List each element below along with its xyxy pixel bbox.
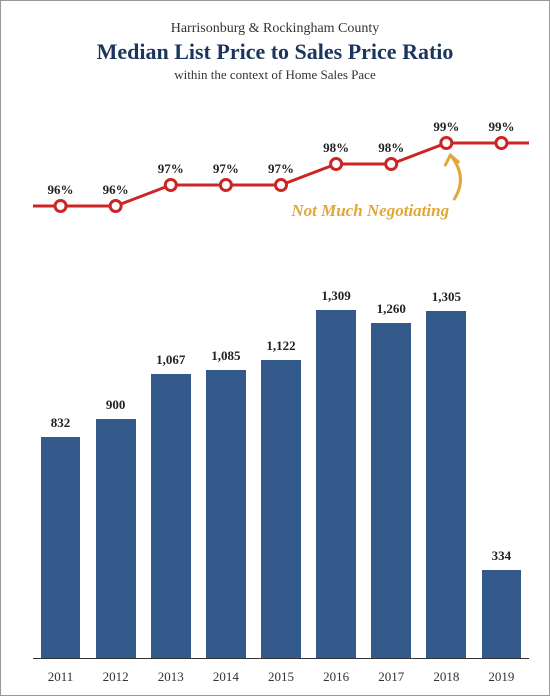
bar bbox=[482, 570, 522, 659]
x-axis-label: 2015 bbox=[253, 669, 308, 685]
bar bbox=[96, 419, 136, 659]
bar-slot: 334 bbox=[474, 548, 529, 659]
x-axis-label: 2016 bbox=[309, 669, 364, 685]
bar-value-label: 1,122 bbox=[266, 338, 295, 354]
bar-slot: 1,309 bbox=[309, 288, 364, 659]
bar-slot: 1,260 bbox=[364, 301, 419, 659]
bar bbox=[261, 360, 301, 659]
bar-slot: 900 bbox=[88, 397, 143, 659]
bar-value-label: 900 bbox=[106, 397, 126, 413]
x-axis-labels: 201120122013201420152016201720182019 bbox=[33, 669, 529, 685]
bar-slot: 832 bbox=[33, 415, 88, 659]
line-region: 96%96%97%97%97%98%98%99%99% Not Much Neg… bbox=[33, 101, 529, 241]
bar-value-label: 1,067 bbox=[156, 352, 185, 368]
annotation-text: Not Much Negotiating bbox=[291, 201, 449, 221]
title: Median List Price to Sales Price Ratio bbox=[19, 39, 531, 65]
plot-area: 96%96%97%97%97%98%98%99%99% Not Much Neg… bbox=[33, 101, 529, 659]
bar-value-label: 832 bbox=[51, 415, 71, 431]
bars: 832 900 1,067 1,085 1,122 1,309 1,260 1,305 334 bbox=[33, 259, 529, 659]
bar-slot: 1,122 bbox=[253, 338, 308, 659]
bar-value-label: 1,260 bbox=[377, 301, 406, 317]
x-axis-label: 2011 bbox=[33, 669, 88, 685]
bar bbox=[206, 370, 246, 659]
x-axis-label: 2014 bbox=[198, 669, 253, 685]
x-axis-label: 2019 bbox=[474, 669, 529, 685]
bar bbox=[426, 311, 466, 659]
bar-slot: 1,067 bbox=[143, 352, 198, 659]
bar-slot: 1,305 bbox=[419, 289, 474, 659]
bar-value-label: 1,309 bbox=[321, 288, 350, 304]
bar bbox=[316, 310, 356, 659]
chart-container: Harrisonburg & Rockingham County Median … bbox=[1, 1, 549, 695]
titles: Harrisonburg & Rockingham County Median … bbox=[19, 21, 531, 83]
bar-value-label: 334 bbox=[492, 548, 512, 564]
bar bbox=[41, 437, 81, 659]
subtitle: within the context of Home Sales Pace bbox=[19, 67, 531, 83]
bar-value-label: 1,085 bbox=[211, 348, 240, 364]
x-axis-label: 2013 bbox=[143, 669, 198, 685]
x-axis-label: 2012 bbox=[88, 669, 143, 685]
supertitle: Harrisonburg & Rockingham County bbox=[19, 21, 531, 37]
x-axis-line bbox=[33, 658, 529, 659]
bar-value-label: 1,305 bbox=[432, 289, 461, 305]
bar bbox=[371, 323, 411, 659]
bar-slot: 1,085 bbox=[198, 348, 253, 659]
bar bbox=[151, 374, 191, 659]
x-axis-label: 2018 bbox=[419, 669, 474, 685]
x-axis-label: 2017 bbox=[364, 669, 419, 685]
